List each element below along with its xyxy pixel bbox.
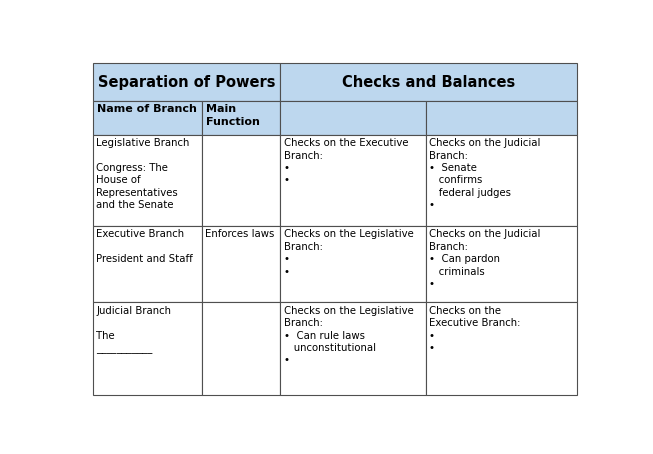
Text: Name of Branch: Name of Branch <box>97 104 197 114</box>
Bar <box>426 135 577 226</box>
Text: Judicial Branch

The
___________: Judicial Branch The ___________ <box>96 306 171 354</box>
Text: Checks on the Legislative
Branch:
•  
•: Checks on the Legislative Branch: • • <box>283 229 413 276</box>
Bar <box>202 135 280 226</box>
Bar <box>93 63 280 101</box>
Bar <box>93 226 202 302</box>
Bar <box>426 101 577 135</box>
Text: Checks on the Judicial
Branch:
•  Can pardon
   criminals
•: Checks on the Judicial Branch: • Can par… <box>429 229 541 289</box>
Bar <box>280 135 426 226</box>
Bar <box>280 101 426 135</box>
Text: Legislative Branch

Congress: The
House of
Representatives
and the Senate: Legislative Branch Congress: The House o… <box>96 138 189 210</box>
Bar <box>280 63 577 101</box>
Text: Main
Function: Main Function <box>206 104 260 127</box>
Bar <box>93 101 202 135</box>
Text: Executive Branch

President and Staff: Executive Branch President and Staff <box>96 229 193 264</box>
Bar <box>93 135 202 226</box>
Text: Separation of Powers: Separation of Powers <box>98 75 275 90</box>
Bar <box>202 226 280 302</box>
Text: Checks on the Legislative
Branch:
•  Can rule laws
   unconstitutional
•: Checks on the Legislative Branch: • Can … <box>283 306 413 365</box>
Bar <box>93 302 202 395</box>
Text: Checks on the Judicial
Branch:
•  Senate
   confirms
   federal judges
•: Checks on the Judicial Branch: • Senate … <box>429 138 541 210</box>
Bar <box>426 226 577 302</box>
Bar <box>426 302 577 395</box>
Bar <box>202 101 280 135</box>
Bar <box>280 226 426 302</box>
Text: Checks on the
Executive Branch:
•  
•: Checks on the Executive Branch: • • <box>429 306 520 353</box>
Bar <box>280 302 426 395</box>
Text: Checks and Balances: Checks and Balances <box>342 75 515 90</box>
Bar <box>202 302 280 395</box>
Text: Checks on the Executive
Branch:
•  
•: Checks on the Executive Branch: • • <box>283 138 408 185</box>
Text: Enforces laws: Enforces laws <box>205 229 275 239</box>
